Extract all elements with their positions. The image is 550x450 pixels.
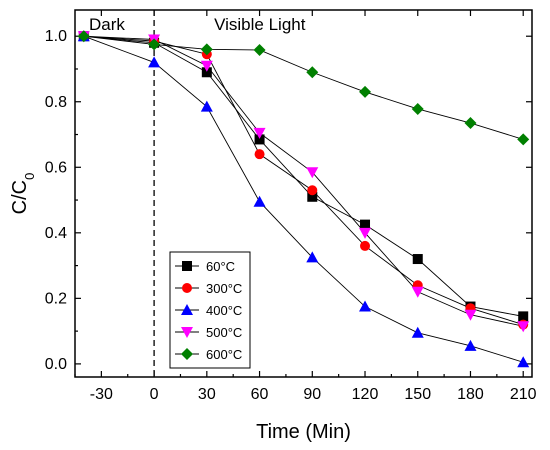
y-axis-title-main: C/C — [9, 180, 31, 214]
series-500 — [83, 35, 524, 327]
series-line-600 — [83, 35, 524, 140]
series-600 — [83, 35, 524, 140]
plot-frame — [74, 9, 533, 378]
data-point-500 — [200, 60, 213, 72]
data-point-600 — [253, 43, 266, 56]
legend-label-600: 600°C — [206, 347, 242, 362]
data-point-500 — [464, 309, 477, 321]
data-point-60 — [518, 311, 529, 322]
y-axis-title: C/C0 — [9, 173, 37, 215]
x-axis-title: Time (Min) — [256, 421, 351, 443]
data-point-400 — [148, 56, 161, 68]
data-point-300 — [360, 240, 371, 251]
series-300 — [83, 35, 524, 326]
legend-label-400: 400°C — [206, 303, 242, 318]
legend: 60°C 300°C 400°C 500°C 600°C — [169, 251, 251, 369]
series-markers-600 — [77, 30, 530, 146]
data-point-600 — [517, 133, 530, 146]
data-point-400 — [306, 251, 319, 263]
data-point-500 — [411, 286, 424, 298]
x-tick-label: 0 — [150, 386, 159, 403]
data-point-60 — [201, 67, 212, 78]
series-line-500 — [83, 35, 524, 327]
series-markers-400 — [77, 30, 530, 368]
legend-marker-600 — [181, 348, 193, 360]
data-point-400 — [253, 195, 266, 207]
data-point-600 — [77, 30, 90, 43]
data-point-500 — [359, 227, 372, 239]
series-400 — [83, 35, 524, 363]
data-point-600 — [359, 85, 372, 98]
y-tick-label: 0.8 — [45, 94, 67, 111]
series-markers-300 — [78, 31, 529, 330]
region-label-visible-light: Visible Light — [214, 15, 306, 34]
x-tick-label: 90 — [303, 386, 321, 403]
data-point-60 — [307, 191, 318, 202]
x-tick-label: 30 — [198, 386, 216, 403]
x-tick-label: 120 — [352, 386, 379, 403]
y-tick-label: 0.0 — [45, 356, 67, 373]
y-tick-label: 0.4 — [45, 225, 67, 242]
data-point-300 — [254, 149, 265, 160]
data-point-600 — [200, 43, 213, 56]
data-point-600 — [464, 117, 477, 130]
series-layer — [77, 30, 530, 368]
legend-marker-400 — [181, 304, 193, 315]
x-tick-label: 180 — [457, 386, 484, 403]
legend-label-500: 500°C — [206, 325, 242, 340]
axes: -30 0 30 60 90 120 150 180 210 0.0 0.2 0.4 0.6 0.8 1.0… — [9, 9, 537, 443]
series-line-300 — [83, 35, 524, 326]
x-tick-label: -30 — [90, 386, 113, 403]
data-point-500 — [253, 127, 266, 139]
x-tick-label: 60 — [251, 386, 269, 403]
legend-label-300: 300°C — [206, 281, 242, 296]
legend-marker-300 — [182, 283, 192, 293]
series-markers-60 — [78, 31, 529, 322]
series-markers-500 — [77, 31, 530, 333]
y-tick-label: 0.2 — [45, 290, 67, 307]
series-line-400 — [83, 35, 524, 363]
data-point-400 — [359, 300, 372, 312]
x-tick-label: 150 — [404, 386, 431, 403]
y-axis-title-subscript: 0 — [22, 173, 37, 180]
legend-marker-60 — [182, 261, 192, 271]
data-point-400 — [200, 100, 213, 112]
legend-marker-500 — [181, 327, 193, 338]
data-point-600 — [148, 38, 161, 51]
series-60 — [83, 35, 524, 317]
region-label-dark: Dark — [89, 15, 125, 34]
data-point-600 — [411, 102, 424, 115]
data-point-500 — [517, 321, 530, 333]
y-tick-label: 1.0 — [45, 28, 67, 45]
series-line-60 — [83, 35, 524, 317]
data-point-60 — [412, 254, 423, 265]
data-point-300 — [307, 185, 318, 196]
data-point-600 — [306, 66, 319, 79]
data-point-400 — [464, 339, 477, 351]
data-point-400 — [517, 356, 530, 368]
x-tick-label: 210 — [510, 386, 537, 403]
data-point-500 — [306, 167, 319, 179]
y-tick-label: 0.6 — [45, 159, 67, 176]
data-point-60 — [254, 134, 265, 145]
data-point-60 — [360, 219, 371, 230]
data-point-400 — [411, 326, 424, 338]
legend-label-60: 60°C — [206, 259, 235, 274]
